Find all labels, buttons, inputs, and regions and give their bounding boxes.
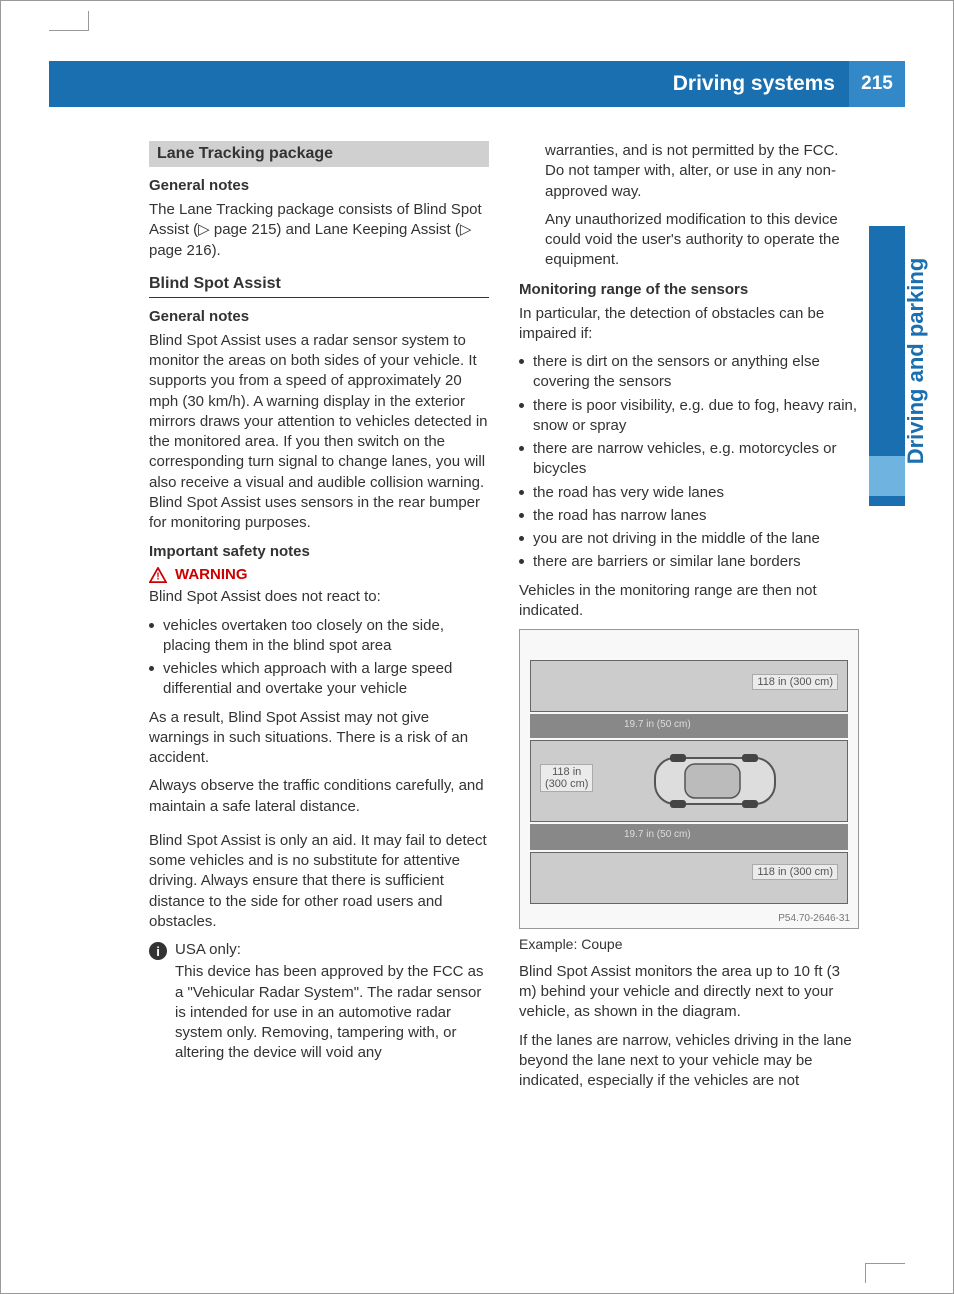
list-item: the road has narrow lanes xyxy=(519,506,859,526)
info-block: i USA only: This device has been approve… xyxy=(149,940,489,1072)
monitoring-intro: In particular, the detection of obstacle… xyxy=(519,304,859,345)
safety-notes-heading: Important safety notes xyxy=(149,543,489,560)
list-item: the road has very wide lanes xyxy=(519,483,859,503)
list-item: there are barriers or similar lane borde… xyxy=(519,552,859,572)
list-item: there is dirt on the sensors or anything… xyxy=(519,352,859,393)
bsa-aid-text: Blind Spot Assist is only an aid. It may… xyxy=(149,831,489,932)
side-tab-label: Driving and parking xyxy=(903,231,929,491)
diagram-reference: P54.70-2646-31 xyxy=(778,913,850,924)
narrow-lanes-text: If the lanes are narrow, vehicles drivin… xyxy=(519,1031,859,1092)
monitoring-range-heading: Monitoring range of the sensors xyxy=(519,281,859,298)
warning-intro: Blind Spot Assist does not react to: xyxy=(149,587,489,607)
info-content: USA only: This device has been approved … xyxy=(175,940,489,1072)
header-title: Driving systems xyxy=(673,72,849,96)
diagram-label-left: 118 in (300 cm) xyxy=(540,764,593,792)
list-item: vehicles overtaken too closely on the si… xyxy=(149,616,489,657)
monitoring-list: there is dirt on the sensors or anything… xyxy=(519,352,859,573)
list-item: vehicles which approach with a large spe… xyxy=(149,659,489,700)
usa-only-text: This device has been approved by the FCC… xyxy=(175,962,489,1063)
general-notes-text: The Lane Tracking package consists of Bl… xyxy=(149,200,489,261)
bsa-general-notes-heading: General notes xyxy=(149,308,489,325)
diagram-label-top: 118 in (300 cm) xyxy=(752,674,838,690)
bsa-general-notes-text: Blind Spot Assist uses a radar sensor sy… xyxy=(149,331,489,534)
section-heading: Lane Tracking package xyxy=(149,141,489,167)
page-container: Driving systems 215 Driving and parking … xyxy=(0,0,954,1294)
warning-result: As a result, Blind Spot Assist may not g… xyxy=(149,708,489,769)
page-header: Driving systems 215 xyxy=(49,61,905,107)
general-notes-heading: General notes xyxy=(149,177,489,194)
page-number: 215 xyxy=(849,61,905,107)
blind-spot-assist-heading: Blind Spot Assist xyxy=(149,275,489,298)
warning-list: vehicles overtaken too closely on the si… xyxy=(149,616,489,700)
list-item: you are not driving in the middle of the… xyxy=(519,529,859,549)
svg-text:!: ! xyxy=(156,571,159,582)
diagram-label-side2: 19.7 in (50 cm) xyxy=(620,828,695,841)
left-column: Lane Tracking package General notes The … xyxy=(149,141,489,1099)
diagram-caption: Example: Coupe xyxy=(519,935,859,954)
list-item: there is poor visibility, e.g. due to fo… xyxy=(519,396,859,437)
warning-triangle-icon: ! xyxy=(149,567,167,583)
car-icon xyxy=(650,750,780,812)
fcc-modification: Any unauthorized modification to this de… xyxy=(519,210,859,271)
warning-advice: Always observe the traffic conditions ca… xyxy=(149,776,489,817)
monitoring-not-indicated: Vehicles in the monitoring range are the… xyxy=(519,581,859,622)
fcc-continuation: warranties, and is not permitted by the … xyxy=(519,141,859,202)
diagram-label-side1: 19.7 in (50 cm) xyxy=(620,718,695,731)
warning-header: ! WARNING xyxy=(149,566,489,583)
crop-mark-br xyxy=(865,1263,905,1283)
side-tab-bar-light xyxy=(869,456,905,496)
monitor-area-text: Blind Spot Assist monitors the area up t… xyxy=(519,962,859,1023)
right-column: warranties, and is not permitted by the … xyxy=(519,141,859,1099)
info-icon: i xyxy=(149,942,167,960)
list-item: there are narrow vehicles, e.g. motorcyc… xyxy=(519,439,859,480)
content-area: Lane Tracking package General notes The … xyxy=(149,141,859,1099)
sensor-range-diagram: 118 in (300 cm) 118 in (300 cm) 118 in (… xyxy=(519,629,859,929)
usa-only-label: USA only: xyxy=(175,940,489,960)
warning-label: WARNING xyxy=(175,566,248,583)
crop-mark-tl xyxy=(49,11,89,31)
diagram-label-bottom: 118 in (300 cm) xyxy=(752,864,838,880)
